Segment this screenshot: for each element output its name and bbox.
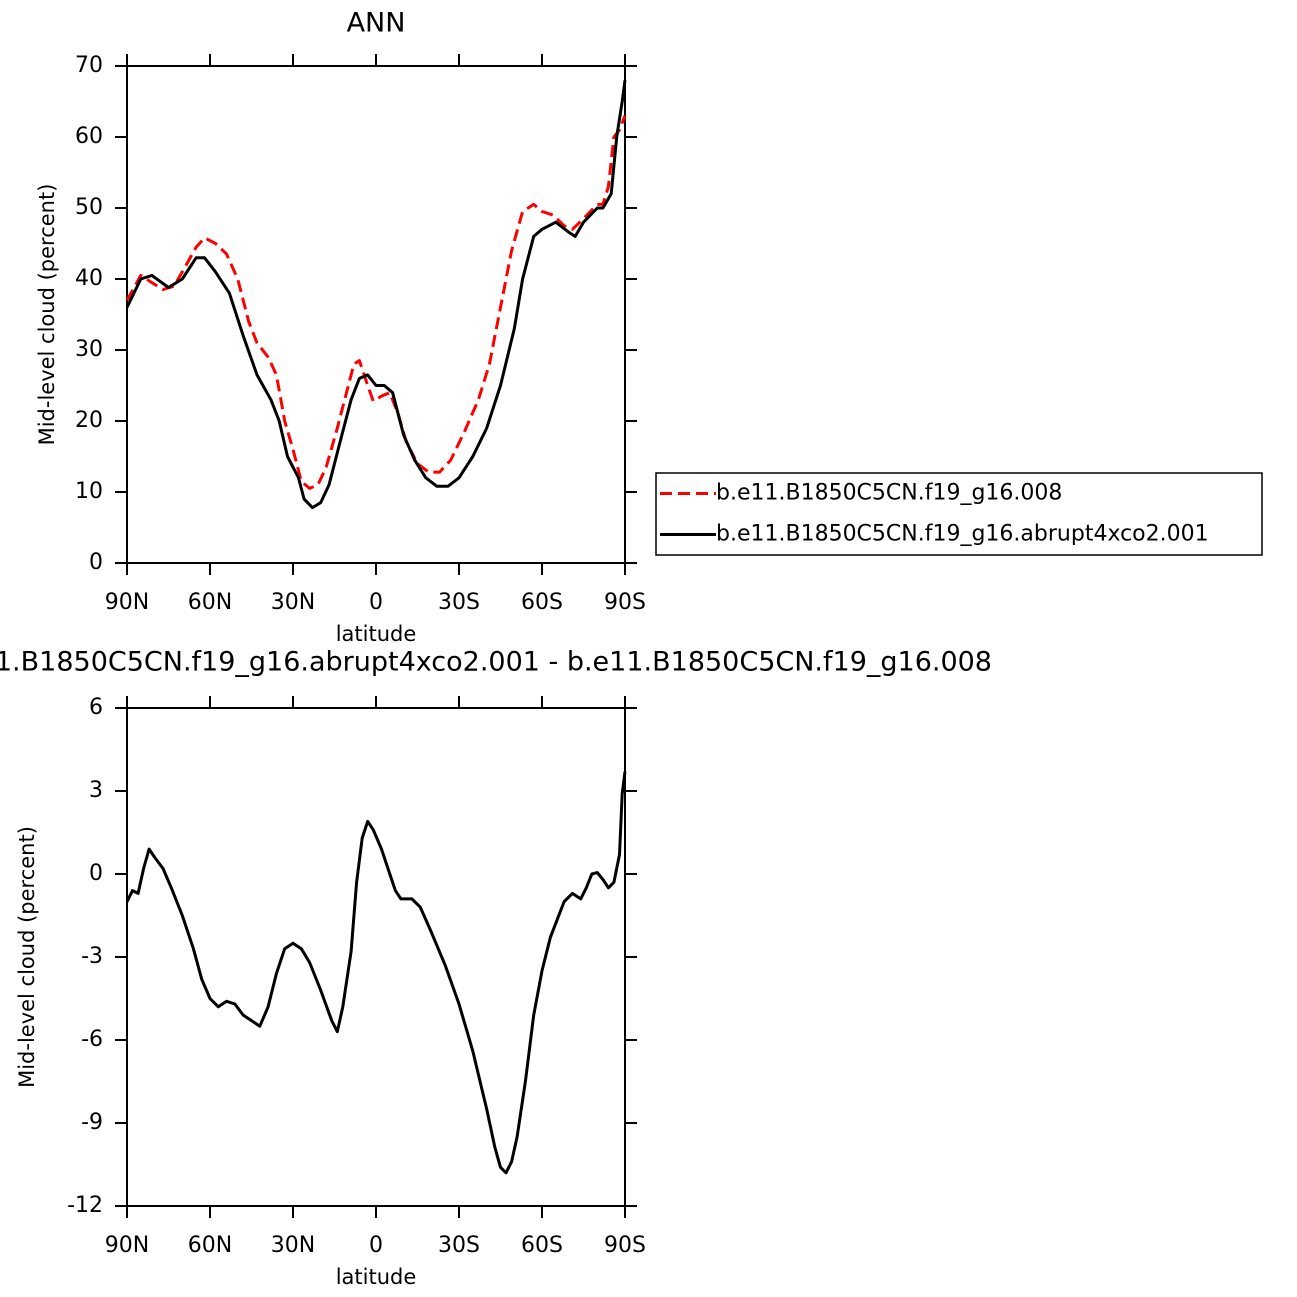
x-tick-label: 60N: [188, 1233, 232, 1258]
x-tick-label: 30N: [271, 590, 315, 615]
y-tick-label: -6: [81, 1027, 103, 1052]
y-tick-label: 50: [75, 195, 103, 220]
x-tick-label: 90S: [604, 590, 646, 615]
x-tick-label: 30S: [438, 1233, 480, 1258]
x-tick-label: 90N: [105, 590, 149, 615]
x-tick-label: 60S: [521, 1233, 563, 1258]
x-tick-label: 0: [369, 590, 383, 615]
y-tick-label: 0: [89, 861, 103, 886]
y-tick-label: -12: [67, 1193, 103, 1218]
plot-frame: [126, 65, 626, 564]
y-tick-label: 60: [75, 124, 103, 149]
y-tick-label: 20: [75, 408, 103, 433]
y-tick-label: 10: [75, 479, 103, 504]
x-tick-label: 0: [369, 1233, 383, 1258]
y-tick-label: 40: [75, 266, 103, 291]
legend-label: b.e11.B1850C5CN.f19_g16.abrupt4xco2.001: [716, 522, 1209, 547]
y-tick-label: 30: [75, 337, 103, 362]
x-tick-label: 60N: [188, 590, 232, 615]
x-tick-label: 30N: [271, 1233, 315, 1258]
legend-box: [655, 472, 1263, 556]
x-tick-label: 30S: [438, 590, 480, 615]
y-tick-label: -9: [81, 1110, 103, 1135]
x-tick-label: 90N: [105, 1233, 149, 1258]
y-tick-label: 70: [75, 53, 103, 78]
y-axis-label: Mid-level cloud (percent): [15, 826, 39, 1088]
series-line: [125, 80, 627, 510]
chart-title: b.e11.B1850C5CN.f19_g16.abrupt4xco2.001 …: [0, 647, 992, 678]
x-tick-label: 60S: [521, 590, 563, 615]
x-tick-label: 90S: [604, 1233, 646, 1258]
chart-title: ANN: [347, 8, 406, 39]
y-tick-label: 0: [89, 550, 103, 575]
plot-frame: [126, 707, 626, 1207]
y-tick-label: 6: [89, 695, 103, 720]
x-axis-label: latitude: [336, 622, 417, 646]
series-line: [125, 115, 627, 490]
y-tick-label: -3: [81, 944, 103, 969]
y-axis-label: Mid-level cloud (percent): [35, 184, 59, 446]
y-tick-label: 3: [89, 778, 103, 803]
x-axis-label: latitude: [336, 1265, 417, 1289]
series-line: [125, 771, 627, 1175]
legend-label: b.e11.B1850C5CN.f19_g16.008: [716, 481, 1062, 506]
